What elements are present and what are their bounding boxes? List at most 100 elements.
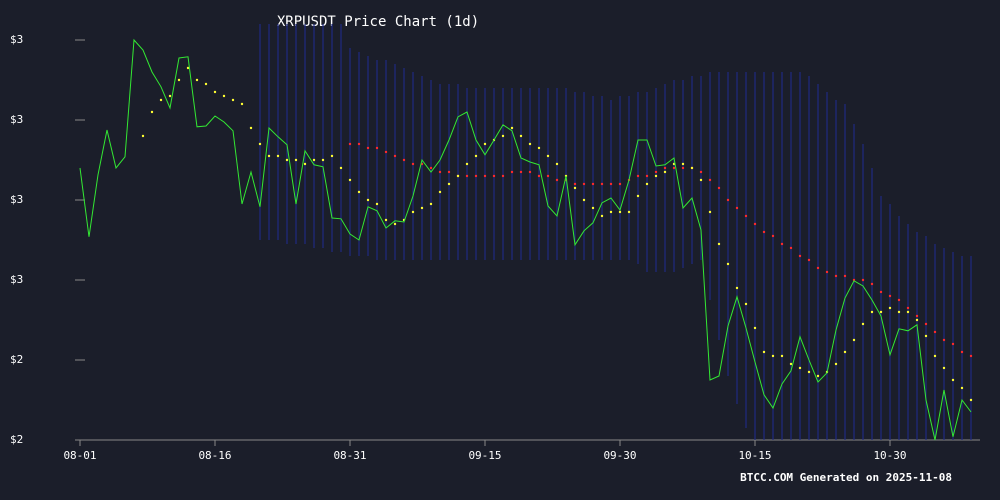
indicator-dot [537,146,541,150]
indicator-dot [969,398,973,402]
indicator-dot [816,266,820,270]
indicator-dot [753,326,757,330]
indicator-dot [177,78,181,82]
indicator-dot [861,322,865,326]
indicator-dot [825,270,829,274]
indicator-dot [546,154,550,158]
indicator-dot [960,350,964,354]
indicator-dot [699,178,703,182]
indicator-dot [582,198,586,202]
indicator-dot [150,110,154,114]
indicator-dot [591,182,595,186]
x-tick-label: 09-15 [468,449,501,462]
indicator-dot [654,170,658,174]
indicator-dot [438,170,442,174]
indicator-dot [807,258,811,262]
indicator-dot [906,310,910,314]
indicator-dot [933,330,937,334]
indicator-dot [528,142,532,146]
indicator-dot [213,90,217,94]
indicator-dot [762,350,766,354]
indicator-dot [267,154,271,158]
indicator-dot [708,178,712,182]
indicator-dot [492,174,496,178]
indicator-dot [249,126,253,130]
indicator-dot [672,166,676,170]
indicator-dot [384,150,388,154]
indicator-dot [645,174,649,178]
indicator-dot [186,66,190,70]
indicator-dot [789,246,793,250]
y-tick-label: $2 [10,353,23,366]
indicator-dot [348,142,352,146]
x-tick-label: 08-31 [333,449,366,462]
indicator-dot [627,210,631,214]
indicator-dot [600,182,604,186]
indicator-dot [555,178,559,182]
indicator-dot [483,142,487,146]
indicator-dot [465,174,469,178]
x-tick-label: 08-01 [63,449,96,462]
indicator-dot [366,146,370,150]
indicator-dot [195,78,199,82]
indicator-dot [159,98,163,102]
indicator-dot [807,370,811,374]
y-tick-label: $3 [10,273,23,286]
indicator-dot [897,310,901,314]
indicator-dot [690,166,694,170]
indicator-dot [645,182,649,186]
indicator-dot [870,282,874,286]
indicator-dot [906,306,910,310]
indicator-dot [780,354,784,358]
y-tick-label: $3 [10,113,23,126]
indicator-dot [384,218,388,222]
indicator-dot [636,194,640,198]
indicator-dot [942,366,946,370]
indicator-dot [546,174,550,178]
indicator-dot [681,166,685,170]
indicator-dot [735,286,739,290]
indicator-dot [663,170,667,174]
indicator-dot [474,174,478,178]
indicator-dot [258,142,262,146]
indicator-dot [699,170,703,174]
indicator-dot [411,210,415,214]
indicator-dot [366,198,370,202]
indicator-dot [375,146,379,150]
indicator-dot [879,290,883,294]
indicator-dot [393,222,397,226]
indicator-dot [717,242,721,246]
indicator-dot [843,274,847,278]
indicator-dot [789,362,793,366]
footer: BTCC.COM Generated on 2025-11-08 [740,471,952,484]
indicator-dot [933,354,937,358]
indicator-dot [726,198,730,202]
indicator-dot [519,134,523,138]
y-tick-label: $3 [10,33,23,46]
indicator-dot [447,170,451,174]
indicator-dot [528,170,532,174]
indicator-dot [753,222,757,226]
indicator-dot [222,94,226,98]
indicator-dot [303,162,307,166]
indicator-dot [555,162,559,166]
x-tick-label: 08-16 [198,449,231,462]
indicator-dot [744,302,748,306]
indicator-dot [294,158,298,162]
indicator-dot [834,362,838,366]
x-tick-label: 10-15 [738,449,771,462]
indicator-dot [456,174,460,178]
indicator-dot [888,294,892,298]
indicator-dot [537,174,541,178]
indicator-dot [582,182,586,186]
indicator-dot [474,154,478,158]
indicator-dot [276,154,280,158]
indicator-dot [510,170,514,174]
indicator-dot [240,102,244,106]
indicator-dot [816,374,820,378]
indicator-dot [861,278,865,282]
indicator-dot [744,214,748,218]
indicator-dot [762,230,766,234]
